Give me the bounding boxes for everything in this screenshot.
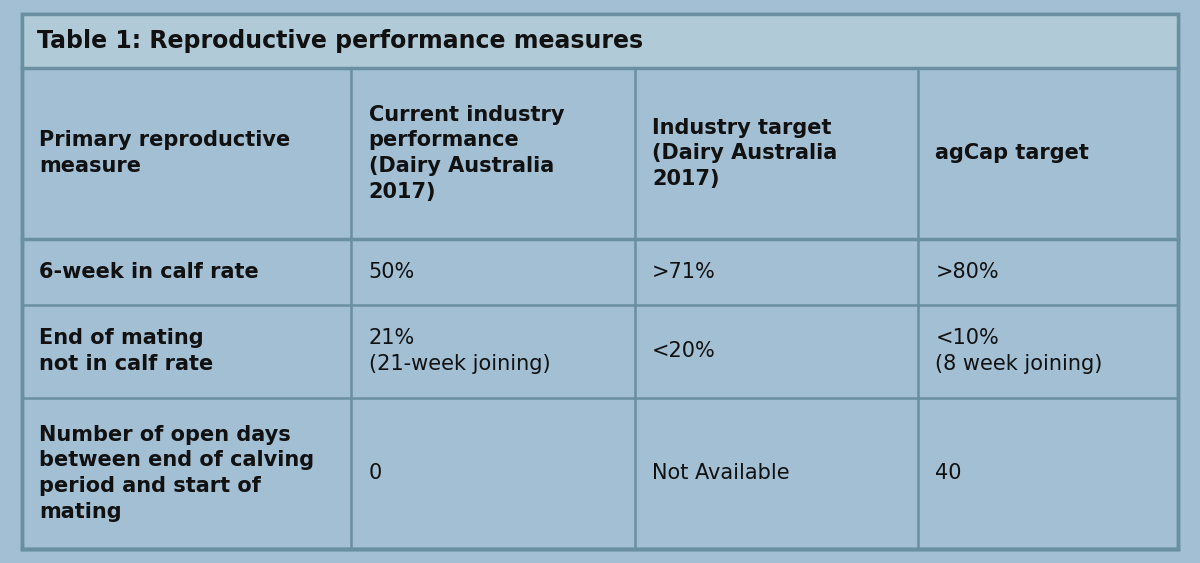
Text: <10%
(8 week joining): <10% (8 week joining) bbox=[936, 328, 1103, 374]
Text: >71%: >71% bbox=[652, 262, 716, 282]
Text: Industry target
(Dairy Australia
2017): Industry target (Dairy Australia 2017) bbox=[652, 118, 838, 189]
Text: 21%
(21-week joining): 21% (21-week joining) bbox=[368, 328, 551, 374]
Text: Current industry
performance
(Dairy Australia
2017): Current industry performance (Dairy Aust… bbox=[368, 105, 564, 202]
Text: 0: 0 bbox=[368, 463, 382, 483]
Text: End of mating
not in calf rate: End of mating not in calf rate bbox=[38, 328, 214, 374]
Bar bbox=[22, 14, 1178, 68]
Text: Not Available: Not Available bbox=[652, 463, 790, 483]
Text: 6-week in calf rate: 6-week in calf rate bbox=[38, 262, 259, 282]
Text: Primary reproductive
measure: Primary reproductive measure bbox=[38, 131, 290, 176]
Text: 50%: 50% bbox=[368, 262, 415, 282]
Text: >80%: >80% bbox=[936, 262, 1000, 282]
Text: agCap target: agCap target bbox=[936, 143, 1090, 163]
Text: Number of open days
between end of calving
period and start of
mating: Number of open days between end of calvi… bbox=[38, 425, 314, 522]
Text: <20%: <20% bbox=[652, 341, 716, 361]
Text: Table 1: Reproductive performance measures: Table 1: Reproductive performance measur… bbox=[37, 29, 643, 53]
Text: 40: 40 bbox=[936, 463, 962, 483]
